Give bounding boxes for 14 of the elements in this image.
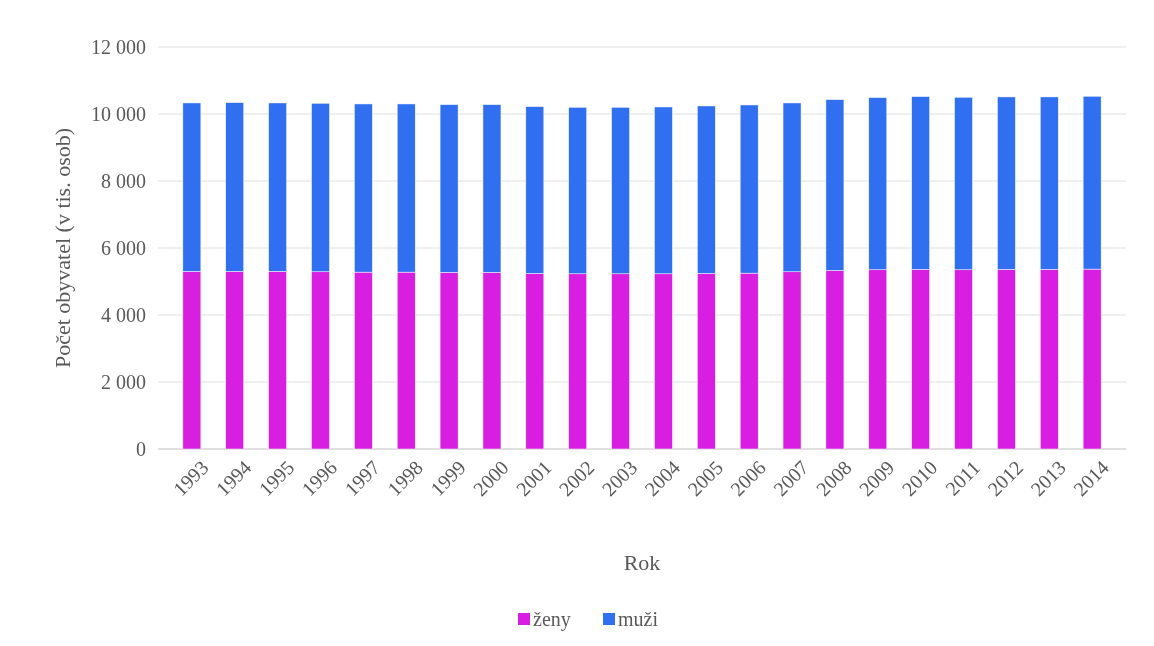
y-tick-label: 12 000 xyxy=(91,36,146,58)
y-tick-label: 10 000 xyxy=(91,103,146,125)
legend-label: ženy xyxy=(533,608,571,631)
x-axis-title: Rok xyxy=(623,550,661,575)
y-tick-label: 0 xyxy=(136,438,146,460)
y-tick-label: 8 000 xyxy=(101,170,146,192)
legend-label: muži xyxy=(618,608,659,630)
x-tick-label: 1998 xyxy=(383,456,427,501)
y-tick-label: 2 000 xyxy=(101,371,146,393)
y-axis-title: Počet obyvatel (v tis. osob) xyxy=(50,127,75,369)
x-tick-label: 2011 xyxy=(940,456,985,500)
y-tick-label: 4 000 xyxy=(101,304,146,326)
y-tick-label: 6 000 xyxy=(101,237,146,259)
x-tick-label: 1999 xyxy=(425,456,470,501)
